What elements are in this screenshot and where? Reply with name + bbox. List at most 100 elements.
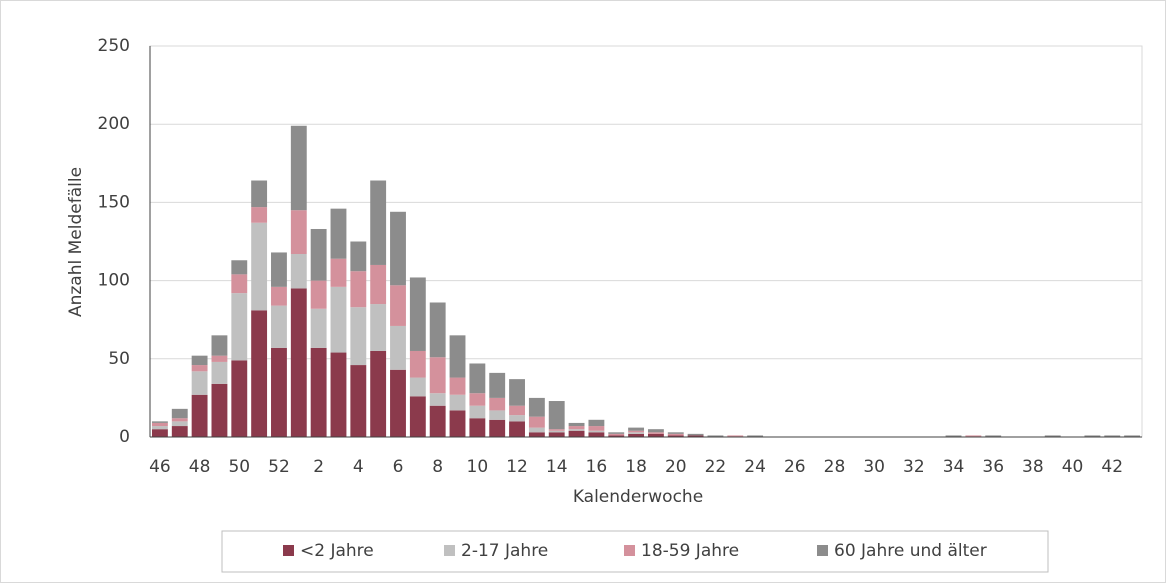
x-tick-label: 32: [903, 457, 925, 477]
y-axis-title: Anzahl Meldefälle: [66, 167, 86, 317]
bar-segment: [469, 393, 486, 406]
bar-segment: [390, 285, 406, 326]
bar-segment: [310, 347, 327, 437]
bar-segment: [588, 432, 605, 437]
bar-segment: [271, 252, 287, 287]
bar-segment: [390, 369, 406, 437]
bar-segment: [509, 421, 525, 437]
bar-segment: [211, 335, 228, 356]
bar-segment: [985, 435, 1002, 437]
bar-segment: [667, 435, 684, 437]
x-axis-title: Kalenderwoche: [573, 487, 703, 507]
x-tick-label: 50: [228, 457, 250, 477]
legend-label: <2 Jahre: [300, 541, 374, 561]
bar-segment: [588, 419, 605, 427]
bar-segment: [330, 352, 347, 437]
bar-segment: [370, 304, 387, 351]
bar-segment: [409, 350, 426, 378]
bar-segment: [568, 429, 585, 431]
x-tick-label: 22: [705, 457, 727, 477]
bar-segment: [707, 435, 724, 437]
x-tick-label: 42: [1101, 457, 1123, 477]
bar-segment: [945, 435, 962, 437]
bar-segment: [628, 430, 645, 433]
bar-segment: [350, 241, 367, 272]
bar-segment: [171, 421, 188, 427]
bar-segment: [608, 433, 625, 436]
bar-segment: [528, 397, 545, 417]
bar-segment: [588, 430, 605, 433]
bar-segment: [171, 408, 188, 419]
bar-segment: [747, 435, 764, 437]
y-tick-label: 50: [108, 349, 130, 369]
y-tick-label: 0: [119, 427, 130, 447]
bar-segment: [370, 180, 387, 265]
bar-segment: [509, 405, 525, 416]
bar-segment: [647, 433, 664, 437]
bar-segment: [489, 372, 506, 398]
x-tick-label: 14: [546, 457, 568, 477]
bar-segment: [271, 305, 287, 348]
x-tick-label: 18: [625, 457, 647, 477]
bar-segment: [568, 426, 585, 430]
y-tick-label: 200: [98, 114, 130, 134]
bar-segment: [489, 410, 506, 420]
bar-segment: [509, 415, 525, 422]
x-tick-label: 2: [313, 457, 324, 477]
bar-segment: [390, 211, 406, 286]
legend-label: 18-59 Jahre: [641, 541, 739, 561]
bar-segment: [727, 435, 744, 437]
x-tick-label: 4: [353, 457, 364, 477]
bar-segment: [151, 429, 168, 437]
bar-segment: [191, 371, 208, 395]
bar-segment: [528, 432, 545, 437]
bar-segment: [231, 293, 248, 361]
bar-segment: [489, 397, 506, 411]
x-tick-label: 6: [393, 457, 404, 477]
bar-segment: [191, 365, 208, 372]
bar-segment: [647, 432, 664, 434]
bar-segment: [231, 274, 248, 294]
x-tick-label: 16: [586, 457, 608, 477]
bar-segment: [171, 426, 188, 437]
legend-swatch: [817, 545, 828, 556]
bar-segment: [350, 307, 367, 366]
bar-segment: [965, 435, 982, 437]
bar-segment: [429, 357, 446, 394]
bar-segment: [171, 418, 188, 422]
legend-label: 60 Jahre und älter: [834, 541, 987, 561]
bar-segment: [687, 433, 704, 436]
bar-segment: [211, 383, 228, 437]
x-tick-label: 46: [149, 457, 171, 477]
bar-segment: [409, 277, 426, 351]
bar-segment: [548, 430, 565, 433]
bar-segment: [271, 347, 287, 437]
bar-segment: [628, 433, 645, 437]
bar-segment: [449, 377, 466, 395]
bar-segment: [509, 379, 525, 406]
bar-segment: [310, 308, 327, 348]
bar-segment: [608, 432, 625, 434]
bar-segment: [628, 427, 645, 431]
bar-segment: [1044, 435, 1061, 437]
y-tick-label: 150: [98, 192, 130, 212]
bar-segment: [251, 207, 268, 223]
bar-segment: [608, 435, 625, 437]
bar-segment: [489, 419, 506, 437]
bar-segment: [191, 355, 208, 366]
bar-segment: [350, 365, 367, 437]
bar-segment: [667, 432, 684, 434]
bar-segment: [231, 260, 248, 275]
bar-segment: [449, 335, 466, 378]
bar-segment: [429, 405, 446, 437]
x-tick-label: 40: [1062, 457, 1084, 477]
x-tick-label: 38: [1022, 457, 1044, 477]
legend-label: 2-17 Jahre: [461, 541, 548, 561]
bar-segment: [310, 228, 327, 281]
bar-segment: [251, 310, 268, 437]
bar-segment: [151, 422, 168, 427]
legend-swatch: [283, 545, 294, 556]
bar-segment: [429, 302, 446, 358]
bar-segment: [568, 430, 585, 437]
